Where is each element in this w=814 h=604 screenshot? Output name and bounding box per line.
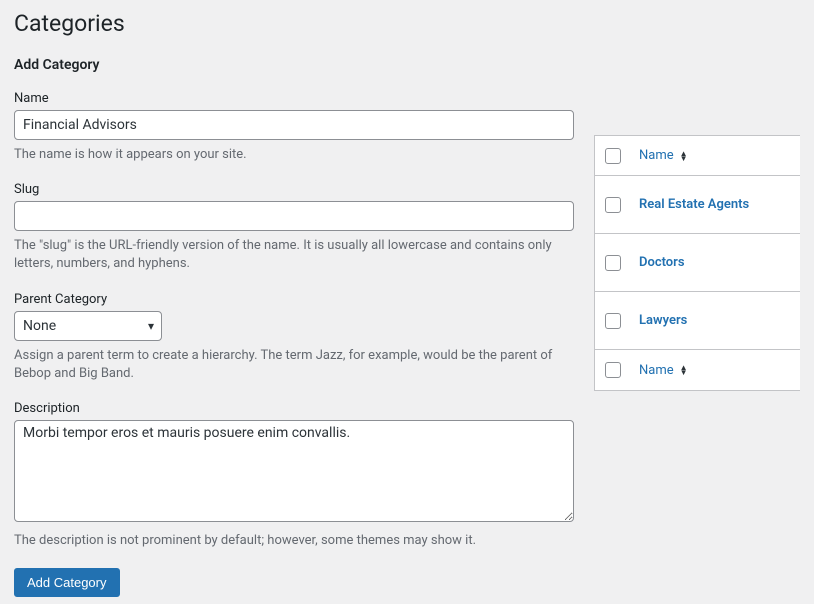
select-all-checkbox-bottom[interactable] [605, 362, 621, 378]
slug-help: The "slug" is the URL-friendly version o… [14, 237, 574, 273]
description-textarea[interactable] [14, 420, 574, 522]
description-help: The description is not prominent by defa… [14, 532, 574, 550]
slug-label: Slug [14, 182, 574, 197]
select-all-checkbox-top[interactable] [605, 148, 621, 164]
category-table: Name ▲▼ Real Estate Agents Doctors Lawye… [594, 135, 800, 597]
add-category-form: Add Category Name The name is how it app… [14, 57, 594, 597]
section-title: Add Category [14, 57, 574, 73]
sort-icon: ▲▼ [680, 151, 688, 161]
table-row: Doctors [595, 234, 800, 292]
parent-help: Assign a parent term to create a hierarc… [14, 347, 574, 383]
category-link[interactable]: Real Estate Agents [639, 197, 749, 212]
table-header-row: Name ▲▼ [595, 136, 800, 176]
row-checkbox[interactable] [605, 197, 621, 213]
table-footer-row: Name ▲▼ [595, 350, 800, 390]
row-checkbox[interactable] [605, 255, 621, 271]
table-row: Real Estate Agents [595, 176, 800, 234]
parent-label: Parent Category [14, 292, 574, 307]
category-link[interactable]: Doctors [639, 255, 685, 270]
parent-select[interactable]: None [14, 311, 162, 341]
name-input[interactable] [14, 110, 574, 140]
table-row: Lawyers [595, 292, 800, 350]
column-footer-name[interactable]: Name ▲▼ [639, 363, 688, 378]
slug-input[interactable] [14, 201, 574, 231]
row-checkbox[interactable] [605, 313, 621, 329]
sort-icon: ▲▼ [680, 365, 688, 375]
add-category-button[interactable]: Add Category [14, 568, 120, 597]
name-help: The name is how it appears on your site. [14, 146, 574, 164]
category-link[interactable]: Lawyers [639, 313, 687, 328]
description-label: Description [14, 401, 574, 416]
page-title: Categories [14, 10, 800, 37]
name-label: Name [14, 91, 574, 106]
column-header-name[interactable]: Name ▲▼ [639, 148, 688, 163]
